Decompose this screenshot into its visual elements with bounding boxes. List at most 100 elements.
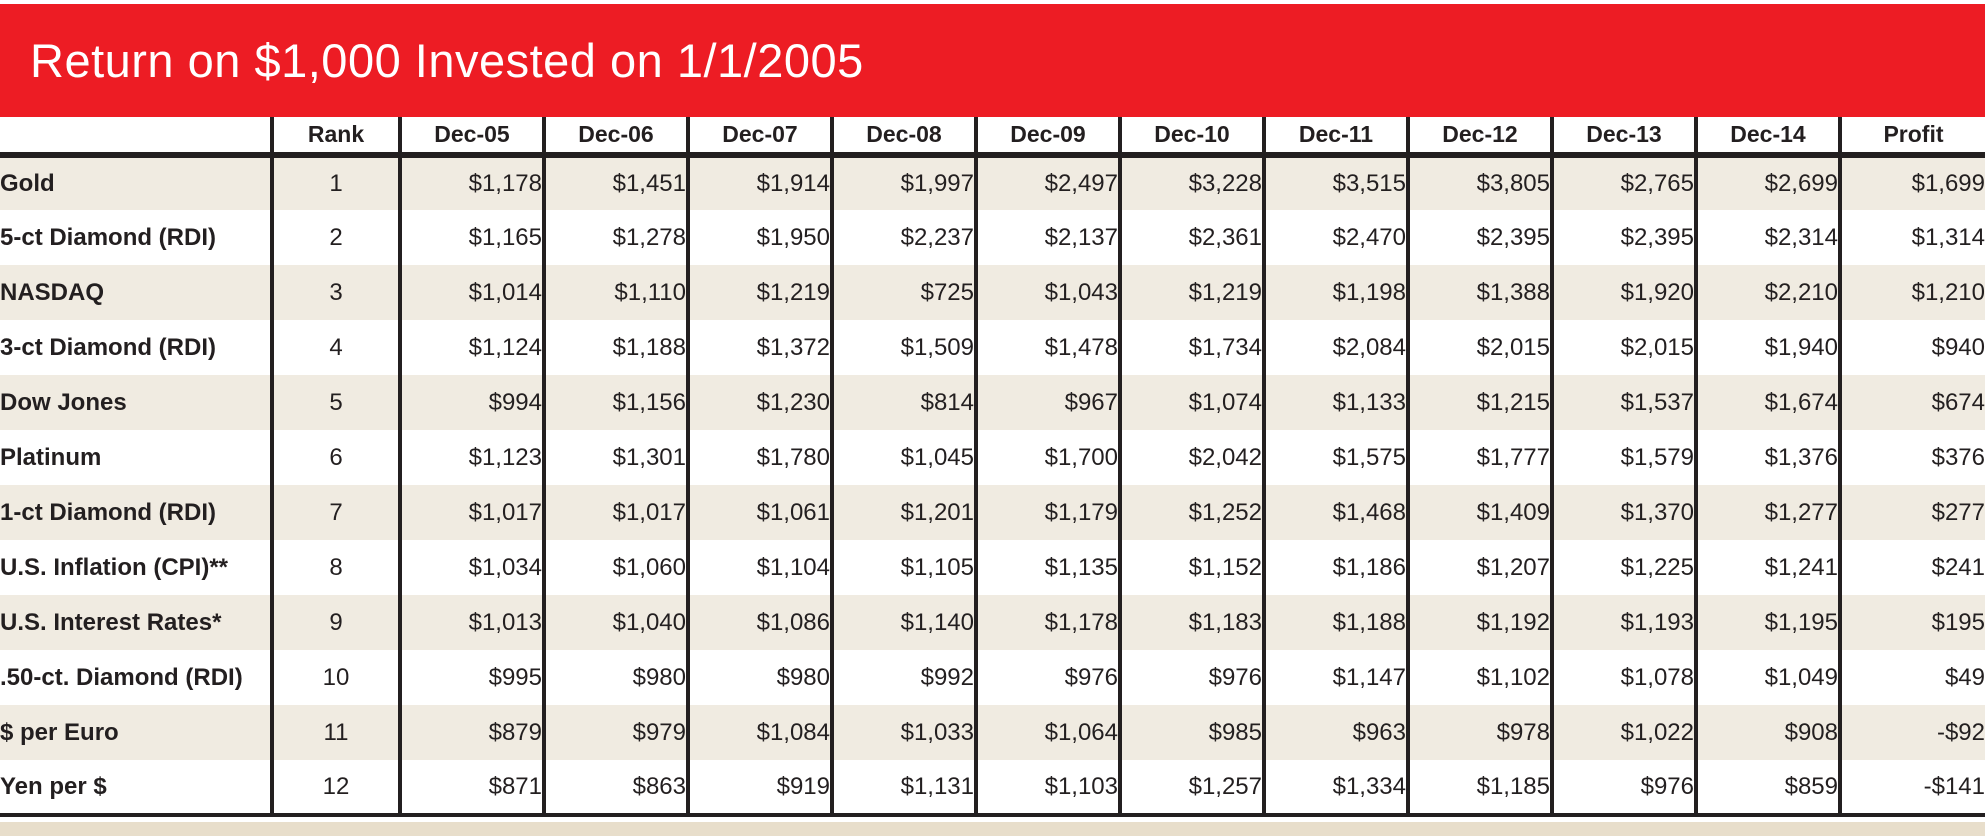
value-cell-dec-13: $1,537	[1550, 375, 1696, 430]
table-row-yen-per: Yen per $12 $871 $863 $919 $1,131 $1,103 $1,25…	[0, 760, 1985, 817]
value-cell-dec-08: $1,201	[830, 485, 976, 540]
table-row-50-ct-diamond-rdi: .50-ct. Diamond (RDI) 10 $995 $980 $980 $992 $…	[0, 650, 1985, 705]
rank-cell: 11	[270, 705, 400, 760]
table-body: Gold 1 $1,178 $1,451 $1,914 $1,997 $2,497 $3,22…	[0, 155, 1985, 817]
value-cell-dec-07: $1,230	[686, 375, 832, 430]
value-cell-dec-05: $994	[398, 375, 544, 430]
value-cell-dec-09: $967	[974, 375, 1120, 430]
profit-cell: $195	[1838, 595, 1985, 650]
value-cell-dec-11: $2,084	[1262, 320, 1408, 375]
value-cell-dec-09: $1,064	[974, 705, 1120, 760]
profit-cell: $49	[1838, 650, 1985, 705]
profit-cell: $1,314	[1838, 210, 1985, 265]
profit-cell: -$141	[1838, 760, 1985, 817]
profit-cell: -$92	[1838, 705, 1985, 760]
value-cell-dec-09: $976	[974, 650, 1120, 705]
value-cell-dec-09: $1,478	[974, 320, 1120, 375]
value-cell-dec-05: $1,013	[398, 595, 544, 650]
value-cell-dec-13: $1,920	[1550, 265, 1696, 320]
value-cell-dec-08: $725	[830, 265, 976, 320]
value-cell-dec-13: $2,765	[1550, 155, 1696, 210]
value-cell-dec-11: $1,188	[1262, 595, 1408, 650]
row-label: Platinum	[0, 443, 102, 471]
value-cell-dec-09: $1,135	[974, 540, 1120, 595]
profit-cell: $940	[1838, 320, 1985, 375]
value-cell-dec-05: $995	[398, 650, 544, 705]
value-cell-dec-08: $2,237	[830, 210, 976, 265]
value-cell-dec-07: $1,219	[686, 265, 832, 320]
value-cell-dec-12: $1,102	[1406, 650, 1552, 705]
value-cell-dec-07: $1,950	[686, 210, 832, 265]
value-cell-dec-14: $1,241	[1694, 540, 1840, 595]
value-cell-dec-13: $2,015	[1550, 320, 1696, 375]
value-cell-dec-10: $1,074	[1118, 375, 1264, 430]
value-cell-dec-13: $1,370	[1550, 485, 1696, 540]
value-cell-dec-13: $1,579	[1550, 430, 1696, 485]
value-cell-dec-05: $1,165	[398, 210, 544, 265]
value-cell-dec-10: $1,183	[1118, 595, 1264, 650]
value-cell-dec-09: $2,497	[974, 155, 1120, 210]
column-header-rank: Rank	[270, 117, 400, 158]
value-cell-dec-13: $976	[1550, 760, 1696, 817]
value-cell-dec-11: $1,186	[1262, 540, 1408, 595]
value-cell-dec-12: $1,777	[1406, 430, 1552, 485]
value-cell-dec-06: $1,040	[542, 595, 688, 650]
value-cell-dec-13: $1,078	[1550, 650, 1696, 705]
value-cell-dec-12: $1,207	[1406, 540, 1552, 595]
rank-cell: 2	[270, 210, 400, 265]
value-cell-dec-06: $863	[542, 760, 688, 817]
value-cell-dec-11: $2,470	[1262, 210, 1408, 265]
value-cell-dec-08: $992	[830, 650, 976, 705]
value-cell-dec-07: $1,780	[686, 430, 832, 485]
value-cell-dec-05: $1,178	[398, 155, 544, 210]
value-cell-dec-05: $871	[398, 760, 544, 817]
value-cell-dec-14: $2,314	[1694, 210, 1840, 265]
value-cell-dec-08: $1,140	[830, 595, 976, 650]
value-cell-dec-13: $2,395	[1550, 210, 1696, 265]
value-cell-dec-10: $1,252	[1118, 485, 1264, 540]
value-cell-dec-07: $1,086	[686, 595, 832, 650]
value-cell-dec-06: $1,188	[542, 320, 688, 375]
profit-cell: $1,699	[1838, 155, 1985, 210]
rank-cell: 9	[270, 595, 400, 650]
row-label: U.S. Inflation (CPI)**	[0, 553, 228, 581]
column-header-dec-12: Dec-12	[1406, 117, 1552, 158]
value-cell-dec-14: $1,049	[1694, 650, 1840, 705]
rank-cell: 4	[270, 320, 400, 375]
rank-cell: 6	[270, 430, 400, 485]
row-label: $ per Euro	[0, 718, 119, 746]
value-cell-dec-14: $908	[1694, 705, 1840, 760]
value-cell-dec-10: $976	[1118, 650, 1264, 705]
header-row: Rank Dec-05 Dec-06 Dec-07 Dec-08 Dec-09 Dec-10…	[0, 117, 1985, 158]
value-cell-dec-13: $1,225	[1550, 540, 1696, 595]
value-cell-dec-07: $980	[686, 650, 832, 705]
row-label: Yen per $	[0, 760, 272, 817]
profit-cell: $674	[1838, 375, 1985, 430]
column-header-dec-08: Dec-08	[830, 117, 976, 158]
profit-cell: $277	[1838, 485, 1985, 540]
column-header-dec-06: Dec-06	[542, 117, 688, 158]
rank-cell: 5	[270, 375, 400, 430]
row-label: 5-ct Diamond (RDI)	[0, 223, 216, 251]
table-row-u-s-interest-rates: U.S. Interest Rates* 9 $1,013 $1,040 $1,086 $…	[0, 595, 1985, 650]
value-cell-dec-10: $1,152	[1118, 540, 1264, 595]
value-cell-dec-09: $2,137	[974, 210, 1120, 265]
value-cell-dec-08: $1,033	[830, 705, 976, 760]
value-cell-dec-09: $1,179	[974, 485, 1120, 540]
value-cell-dec-10: $985	[1118, 705, 1264, 760]
value-cell-dec-12: $1,388	[1406, 265, 1552, 320]
value-cell-dec-14: $1,376	[1694, 430, 1840, 485]
column-header-dec-07: Dec-07	[686, 117, 832, 158]
page-title: Return on $1,000 Invested on 1/1/2005	[30, 34, 864, 87]
value-cell-dec-14: $859	[1694, 760, 1840, 817]
column-header-dec-13: Dec-13	[1550, 117, 1696, 158]
value-cell-dec-06: $980	[542, 650, 688, 705]
value-cell-dec-14: $1,195	[1694, 595, 1840, 650]
value-cell-dec-11: $1,334	[1262, 760, 1408, 817]
value-cell-dec-11: $1,147	[1262, 650, 1408, 705]
value-cell-dec-09: $1,043	[974, 265, 1120, 320]
value-cell-dec-12: $1,409	[1406, 485, 1552, 540]
table-row-nasdaq: NASDAQ 3 $1,014 $1,110 $1,219 $725 $1,043 $1,21…	[0, 265, 1985, 320]
value-cell-dec-08: $1,509	[830, 320, 976, 375]
value-cell-dec-05: $1,034	[398, 540, 544, 595]
